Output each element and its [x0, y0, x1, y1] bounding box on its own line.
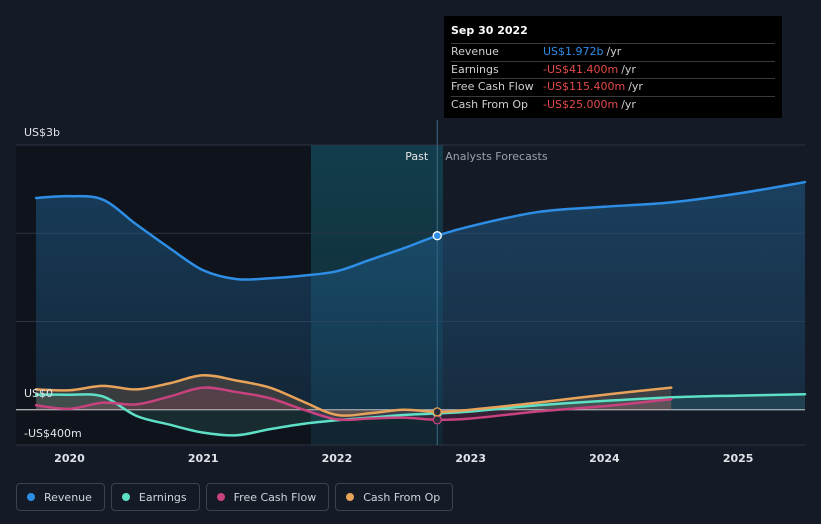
legend-dot-icon	[216, 493, 225, 501]
y-tick-label: US$3b	[24, 126, 60, 139]
past-label: Past	[405, 150, 429, 163]
tooltip-value: -US$25.000m	[543, 97, 619, 111]
tooltip-unit: /yr	[628, 80, 643, 93]
tooltip-unit: /yr	[621, 97, 636, 111]
free-cash-flow-line	[34, 386, 673, 422]
x-tick-label: 2021	[188, 452, 219, 465]
cash-from-op-line	[34, 374, 673, 417]
y-tick-label: US$0	[24, 387, 53, 400]
cash-from-op-marker	[432, 407, 442, 417]
tooltip-row-free-cash-flow: Free Cash Flow -US$115.400m /yr	[451, 78, 775, 96]
tooltip-row-cash-from-op: Cash From Op -US$25.000m /yr	[451, 95, 775, 114]
legend-item-free-cash-flow[interactable]: Free Cash Flow	[205, 483, 330, 511]
tooltip-date: Sep 30 2022	[451, 24, 528, 37]
tooltip-unit: /yr	[621, 62, 636, 76]
tooltip-value: -US$115.400m	[543, 80, 626, 93]
tooltip-value: -US$41.400m	[543, 62, 619, 76]
tooltip-unit: /yr	[606, 45, 622, 58]
legend-dot-icon	[346, 493, 355, 501]
x-tick-label: 2020	[54, 452, 85, 465]
legend-label: Earnings	[138, 490, 187, 504]
free-cash-flow-area	[36, 387, 672, 420]
legend-item-earnings[interactable]: Earnings	[110, 483, 200, 511]
revenue-line	[34, 180, 807, 281]
legend-label: Free Cash Flow	[233, 490, 317, 504]
tooltip-row-revenue: Revenue US$1.972b /yr	[451, 43, 775, 61]
x-tick-label: 2023	[455, 452, 486, 465]
legend-dot-icon	[121, 493, 130, 501]
x-tick-label: 2022	[322, 452, 353, 465]
y-tick-label: -US$400m	[24, 427, 82, 440]
tooltip-label: Free Cash Flow	[451, 80, 534, 93]
free-cash-flow-marker	[432, 415, 442, 425]
legend-item-revenue[interactable]: Revenue	[16, 483, 105, 511]
legend: Revenue Earnings Free Cash Flow Cash Fro…	[16, 483, 454, 511]
forecast-label: Analysts Forecasts	[445, 150, 548, 163]
legend-item-cash-from-op[interactable]: Cash From Op	[335, 483, 454, 511]
tooltip-label: Revenue	[451, 45, 499, 58]
tooltip: Sep 30 2022 Revenue US$1.972b /yr Earnin…	[444, 16, 782, 118]
tooltip-row-earnings: Earnings -US$41.400m /yr	[451, 60, 775, 79]
tooltip-label: Earnings	[451, 62, 499, 76]
tooltip-label: Cash From Op	[451, 97, 529, 111]
x-tick-label: 2025	[723, 452, 754, 465]
revenue-marker	[432, 231, 442, 241]
legend-dot-icon	[27, 493, 35, 501]
legend-label: Cash From Op	[363, 490, 441, 504]
x-tick-label: 2024	[589, 452, 620, 465]
legend-label: Revenue	[44, 490, 92, 504]
revenue-area	[36, 182, 805, 410]
tooltip-value: US$1.972b	[543, 45, 604, 58]
